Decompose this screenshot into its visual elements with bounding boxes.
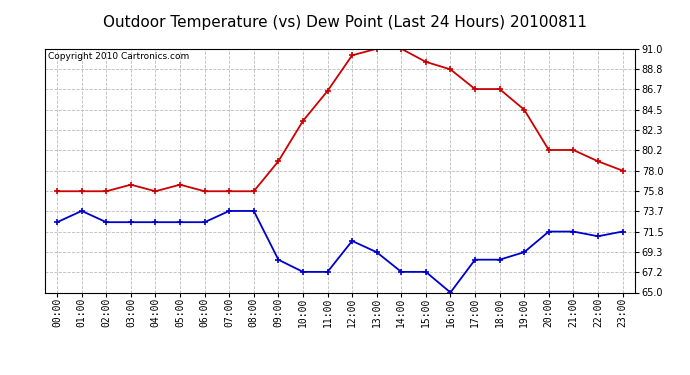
Text: Copyright 2010 Cartronics.com: Copyright 2010 Cartronics.com	[48, 53, 189, 62]
Text: Outdoor Temperature (vs) Dew Point (Last 24 Hours) 20100811: Outdoor Temperature (vs) Dew Point (Last…	[103, 15, 587, 30]
